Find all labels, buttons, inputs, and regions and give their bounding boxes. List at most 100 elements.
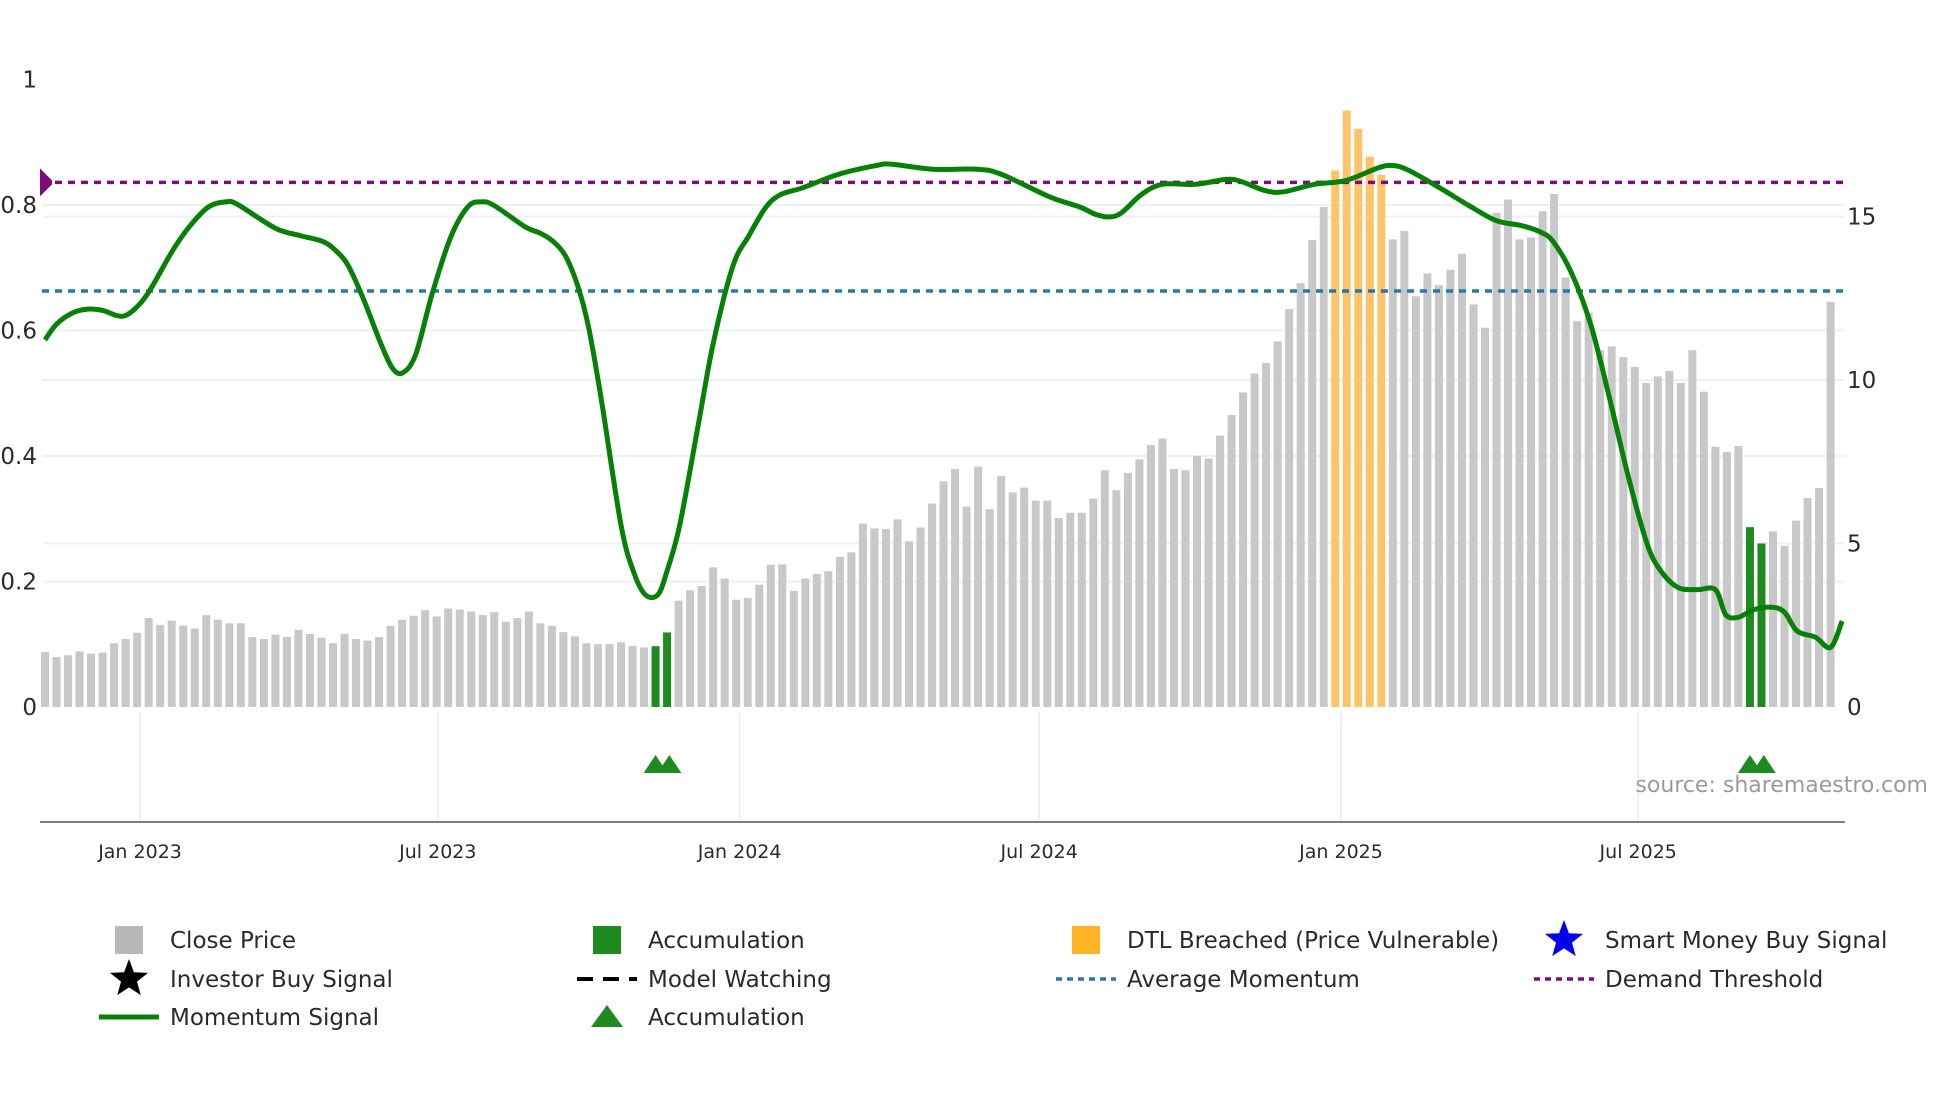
close-price-bar — [628, 645, 637, 707]
close-price-bar — [743, 597, 752, 707]
close-price-bar — [1780, 545, 1789, 707]
close-price-bar — [1815, 487, 1824, 707]
left-tick-label: 0.6 — [0, 319, 37, 345]
close-price-bar — [110, 643, 119, 707]
close-price-bar — [1826, 301, 1835, 707]
close-price-bar — [1181, 470, 1190, 707]
close-price-bar — [812, 573, 821, 707]
momentum-line — [42, 161, 1845, 651]
accumulation-triangle-legend-icon — [591, 1005, 623, 1027]
close-price-bar — [1227, 414, 1236, 707]
close-price-bar — [1769, 531, 1777, 707]
close-price-bar — [547, 625, 556, 707]
close-price-bar — [1561, 277, 1570, 707]
investor-star-icon — [109, 959, 149, 996]
close-price-bar — [41, 652, 49, 707]
close-price-bar — [1446, 269, 1455, 707]
close-price-bar — [1319, 207, 1328, 707]
close-price-bar — [1285, 309, 1294, 707]
x-tick-label: Jul 2025 — [1599, 841, 1677, 863]
close-price-bar — [974, 466, 983, 707]
close-price-bar — [1043, 500, 1052, 707]
close-price-bar — [1619, 357, 1628, 707]
close-price-bar — [1077, 512, 1086, 707]
close-price-bar — [98, 652, 107, 707]
close-price-bar — [179, 625, 188, 707]
close-price-bar — [294, 629, 303, 707]
close-price-bar — [1273, 341, 1282, 707]
x-tick-label: Jul 2023 — [398, 841, 476, 863]
close-price-bar — [455, 609, 464, 707]
close-price-bar — [236, 623, 245, 707]
close-price-bar — [1400, 230, 1409, 707]
close-price-bar — [536, 623, 545, 707]
accumulation-triangle-icon — [657, 755, 682, 773]
right-tick-label: 10 — [1847, 368, 1876, 394]
dtl-breached-bar — [1354, 128, 1363, 707]
close-price-bar — [1676, 382, 1685, 707]
close-price-bar — [1469, 304, 1478, 707]
close-price-bar — [1100, 470, 1109, 707]
close-price-bar — [605, 644, 614, 707]
smart-money-star-icon — [1544, 920, 1584, 957]
close-price-bar — [1527, 237, 1536, 708]
close-price-bar — [64, 655, 73, 707]
close-price-bar — [167, 620, 176, 707]
close-price-swatch-icon — [115, 926, 143, 954]
close-price-bar — [1308, 240, 1317, 707]
close-price-bar — [386, 625, 395, 707]
close-price-bar — [1262, 362, 1271, 707]
close-price-bar — [709, 567, 718, 707]
close-price-bar — [225, 623, 234, 707]
close-price-bar — [1031, 500, 1040, 707]
close-price-bar — [1066, 512, 1075, 707]
axes: Jan 2023 Jul 2023 Jan 2024 Jul 2024 Jan 2025… — [0, 68, 1876, 864]
close-price-bar — [248, 637, 257, 707]
close-price-bar — [939, 481, 948, 707]
accumulation-swatch-icon — [593, 926, 621, 954]
right-tick-label: 0 — [1847, 695, 1862, 721]
close-price-bar — [202, 615, 211, 707]
close-price-bar — [363, 640, 372, 707]
close-price-bar — [317, 637, 326, 707]
legend-label: Accumulation — [648, 928, 805, 954]
close-price-bar — [582, 643, 591, 707]
legend-label: Smart Money Buy Signal — [1605, 928, 1887, 954]
close-price-bar — [835, 556, 844, 707]
close-price-bar — [1123, 472, 1132, 707]
close-price-bar — [916, 527, 925, 707]
close-price-bar — [1388, 239, 1397, 707]
close-price-bar — [133, 632, 142, 707]
close-price-bar — [951, 468, 960, 707]
close-price-bar — [789, 590, 798, 707]
close-price-bar — [1515, 239, 1524, 707]
dtl-breached-bar — [1342, 110, 1351, 707]
close-price-bar — [52, 656, 61, 707]
close-price-bar — [1653, 376, 1662, 707]
accumulation-bar — [663, 632, 672, 707]
right-tick-label: 15 — [1847, 205, 1876, 231]
accumulation-triangle-icon — [1751, 755, 1776, 773]
close-price-bar — [824, 571, 833, 707]
close-price-bar — [1020, 487, 1029, 707]
close-price-bar — [720, 578, 729, 707]
close-price-bar — [1699, 391, 1708, 707]
close-price-bar — [905, 541, 913, 707]
close-price-bar — [1411, 296, 1420, 707]
momentum-series — [42, 161, 1845, 651]
legend-label: Demand Threshold — [1605, 967, 1823, 993]
close-price-bar — [421, 610, 430, 707]
close-price-bar — [1734, 446, 1743, 707]
close-price-bar — [1584, 312, 1593, 707]
close-price-bar — [75, 651, 84, 707]
legend-label: Model Watching — [648, 967, 832, 993]
close-price-bar — [1239, 392, 1248, 707]
close-price-bar — [1630, 366, 1639, 707]
source-label: source: sharemaestro.com — [1635, 773, 1928, 798]
close-price-bar — [1596, 350, 1605, 707]
close-price-bar — [1550, 193, 1559, 707]
close-price-bar — [1008, 492, 1017, 707]
close-price-bars — [41, 110, 1835, 708]
legend: Close Price Accumulation DTL Breached (Pri… — [99, 920, 1887, 1031]
close-price-bar — [1054, 517, 1063, 707]
